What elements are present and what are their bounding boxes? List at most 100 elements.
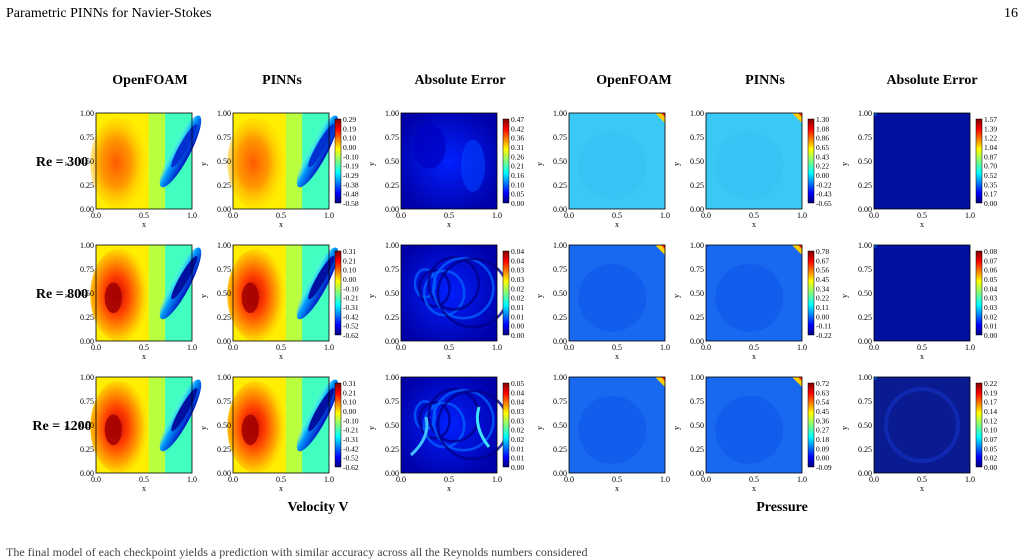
y-axis-label: y (535, 162, 544, 166)
y-axis-label: y (367, 426, 376, 430)
colorbar-tick-label: 0.65 (816, 143, 829, 152)
colorbar-tick-label: 0.11 (816, 303, 829, 312)
heatmap-field (705, 376, 803, 474)
y-tick-label: 0.00 (80, 205, 94, 214)
x-tick-label: 0.0 (701, 475, 711, 484)
colorbar-tick-label: 0.36 (511, 134, 524, 143)
x-axis-label: x (920, 484, 924, 493)
colorbar-tick-label: 0.18 (816, 435, 829, 444)
y-tick-label: 0.75 (858, 133, 872, 142)
colorbar-gradient (334, 250, 342, 336)
colorbar-tick-label: 0.34 (816, 284, 829, 293)
colorbar-tick-label: 0.09 (816, 444, 829, 453)
colorbar-tick-label: 0.26 (511, 152, 524, 161)
y-tick-label: 0.00 (80, 469, 94, 478)
y-tick-label: 0.50 (858, 289, 872, 298)
x-tick-label: 0.0 (869, 343, 879, 352)
colorbar-gradient (502, 118, 510, 204)
heatmap-field (90, 244, 202, 342)
x-axis-label: x (447, 220, 451, 229)
x-tick-label: 0.0 (228, 343, 238, 352)
y-tick-label: 0.00 (217, 205, 231, 214)
y-tick-label: 0.50 (80, 289, 94, 298)
colorbar-tick-label: 0.00 (816, 454, 829, 463)
y-tick-label: 0.50 (690, 289, 704, 298)
heatmap-field (227, 376, 339, 474)
x-tick-label: 0.5 (444, 475, 454, 484)
colorbar-tick-label: 0.00 (984, 331, 997, 340)
y-tick-label: 1.00 (80, 109, 94, 118)
x-tick-label: 0.0 (91, 343, 101, 352)
y-tick-label: 1.00 (553, 373, 567, 382)
colorbar-tick-label: 0.05 (511, 379, 524, 388)
colorbar-tick-label: 0.35 (984, 180, 997, 189)
heatmap-field (227, 244, 339, 342)
panel-axes: 0.00 0.25 0.50 0.75 1.00 0.0 0.5 1.0 x y (840, 373, 975, 493)
colorbar-tick-label: -0.52 (343, 454, 359, 463)
x-axis-label: x (142, 220, 146, 229)
colorbar-gradient (975, 382, 983, 468)
colorbar: 0.720.630.540.450.360.270.180.090.00-0.0… (807, 379, 832, 472)
x-tick-label: 0.5 (749, 343, 759, 352)
colorbar-tick-label: 0.00 (816, 312, 829, 321)
colorbar-tick-label: 0.00 (816, 171, 829, 180)
running-title: Parametric PINNs for Navier-Stokes (6, 6, 212, 21)
x-axis-label: x (752, 484, 756, 493)
colorbar-tick-label: -0.29 (343, 171, 359, 180)
x-tick-label: 0.5 (444, 211, 454, 220)
y-tick-label: 0.50 (80, 421, 94, 430)
x-axis-label: x (920, 352, 924, 361)
y-tick-label: 1.00 (690, 241, 704, 250)
y-tick-label: 0.75 (80, 265, 94, 274)
x-tick-label: 0.5 (612, 343, 622, 352)
colorbar: 1.301.080.860.650.430.220.00-0.22-0.43-0… (807, 115, 832, 208)
y-tick-label: 0.50 (553, 157, 567, 166)
colorbar-tick-label: -0.42 (343, 312, 359, 321)
colorbar-tick-label: 0.10 (343, 266, 356, 275)
y-tick-label: 1.00 (553, 241, 567, 250)
y-tick-label: 0.00 (858, 205, 872, 214)
heatmap-field (568, 376, 666, 474)
x-axis-label: x (920, 220, 924, 229)
x-tick-label: 0.0 (869, 475, 879, 484)
y-tick-label: 1.00 (858, 109, 872, 118)
x-tick-label: 0.5 (749, 211, 759, 220)
colorbar-tick-label: 0.10 (343, 134, 356, 143)
y-axis-label: y (535, 294, 544, 298)
x-tick-label: 0.5 (139, 343, 149, 352)
y-tick-label: 0.50 (385, 289, 399, 298)
colorbar-tick-label: -0.21 (343, 426, 359, 435)
colorbar-gradient (807, 118, 815, 204)
panel-axes: 0.00 0.25 0.50 0.75 1.00 0.0 0.5 1.0 x y (672, 109, 807, 229)
x-tick-label: 1.0 (187, 211, 197, 220)
y-tick-label: 0.75 (858, 265, 872, 274)
heatmap-field (873, 244, 971, 342)
panel-axes: 0.00 0.25 0.50 0.75 1.00 0.0 0.5 1.0 x y (840, 241, 975, 361)
colorbar: 0.080.070.060.050.040.030.030.020.010.00 (975, 247, 997, 340)
x-tick-label: 0.5 (276, 475, 286, 484)
colorbar-tick-label: 0.19 (984, 388, 997, 397)
x-tick-label: 0.5 (276, 211, 286, 220)
x-tick-label: 0.5 (139, 475, 149, 484)
colorbar-gradient (502, 250, 510, 336)
colorbar-tick-label: -0.09 (816, 463, 832, 472)
colorbar-tick-label: 0.07 (984, 435, 997, 444)
colorbar-tick-label: 0.01 (511, 454, 524, 463)
y-tick-label: 0.50 (80, 157, 94, 166)
row-label: Re = 800 (36, 287, 88, 302)
colorbar-tick-label: -0.22 (816, 180, 832, 189)
x-tick-label: 1.0 (187, 475, 197, 484)
colorbar-tick-label: 1.22 (984, 134, 997, 143)
x-tick-label: 0.0 (91, 211, 101, 220)
column-title: Absolute Error (886, 73, 977, 88)
colorbar-tick-label: 0.10 (984, 426, 997, 435)
y-axis-label: y (840, 426, 849, 430)
panel-axes: 0.00 0.25 0.50 0.75 1.00 0.0 0.5 1.0 x y (199, 241, 334, 361)
x-tick-label: 0.0 (701, 211, 711, 220)
colorbar: 0.290.190.100.00-0.10-0.19-0.29-0.38-0.4… (334, 115, 359, 208)
x-tick-label: 1.0 (965, 475, 975, 484)
y-tick-label: 0.75 (385, 397, 399, 406)
y-tick-label: 0.75 (80, 133, 94, 142)
colorbar: 0.310.210.100.00-0.10-0.21-0.31-0.42-0.5… (334, 247, 359, 340)
y-tick-label: 0.25 (80, 445, 94, 454)
